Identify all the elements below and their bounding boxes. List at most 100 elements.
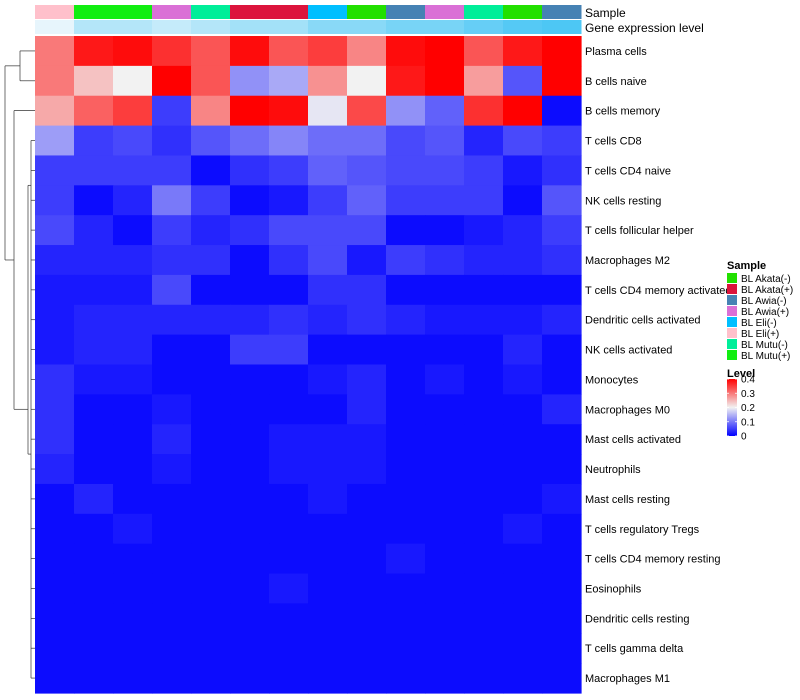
heatmap-cell — [386, 454, 426, 485]
level-tick-label: 0.3 — [741, 389, 755, 400]
heatmap-cell — [464, 245, 504, 276]
heatmap-cell — [35, 304, 75, 336]
heatmap-cell — [542, 633, 582, 664]
heatmap-cell — [542, 245, 582, 276]
heatmap-cell — [35, 633, 75, 664]
heatmap-cell — [35, 215, 75, 246]
heatmap-cell — [386, 36, 426, 67]
heatmap-cell — [269, 155, 309, 186]
row-label: Macrophages M2 — [585, 255, 670, 267]
heatmap-cell — [113, 274, 153, 306]
sample-legend-label: BL Eli(+) — [741, 329, 779, 340]
heatmap-cell — [464, 65, 504, 97]
expression-annotation-cell — [425, 20, 465, 34]
heatmap-cell — [230, 573, 270, 605]
heatmap-cell — [503, 36, 543, 67]
row-labels: Plasma cells B cells naive B cells memory T… — [585, 46, 732, 685]
heatmap-cell — [74, 155, 114, 186]
heatmap-cell — [191, 125, 231, 157]
heatmap-cell — [347, 245, 387, 276]
heatmap-cell — [464, 513, 504, 545]
heatmap-cell — [308, 65, 348, 97]
heatmap-cell — [542, 454, 582, 485]
heatmap-cell — [113, 573, 153, 605]
heatmap-cell — [308, 364, 348, 395]
heatmap-cell — [308, 215, 348, 246]
heatmap-cell — [230, 125, 270, 157]
heatmap-cell — [308, 633, 348, 664]
sample-annotation-cell — [152, 5, 192, 19]
heatmap-cell — [308, 573, 348, 605]
heatmap-cell — [425, 155, 465, 186]
heatmap-cell — [464, 95, 504, 127]
expression-annotation-cell — [347, 20, 387, 34]
expression-annotation-cell — [542, 20, 582, 34]
heatmap-cell — [269, 95, 309, 127]
heatmap-cell — [503, 125, 543, 157]
heatmap-cell — [464, 36, 504, 67]
heatmap-cell — [308, 394, 348, 425]
heatmap-cell — [113, 424, 153, 455]
heatmap-cell — [425, 663, 465, 694]
expression-annotation-bar — [35, 20, 582, 34]
heatmap-cell — [230, 364, 270, 395]
heatmap-cell — [347, 334, 387, 366]
heatmap-cell — [191, 245, 231, 276]
heatmap-cell — [191, 483, 231, 515]
heatmap-cell — [152, 334, 192, 366]
heatmap-cell — [35, 245, 75, 276]
heatmap-cell — [230, 274, 270, 306]
row-label: NK cells activated — [585, 345, 672, 357]
heatmap-cell — [152, 573, 192, 605]
heatmap-cell — [74, 274, 114, 306]
heatmap-cell — [191, 454, 231, 485]
heatmap-cell — [503, 483, 543, 515]
heatmap-cell — [503, 215, 543, 246]
heatmap-cell — [347, 155, 387, 186]
heatmap-cell — [464, 454, 504, 485]
heatmap-cell — [74, 543, 114, 575]
heatmap-cell — [269, 573, 309, 605]
heatmap-cell — [464, 543, 504, 575]
heatmap-cell — [35, 364, 75, 395]
heatmap-cells — [35, 36, 582, 694]
expression-annotation-cell — [191, 20, 231, 34]
heatmap-cell — [503, 663, 543, 694]
heatmap-cell — [386, 185, 426, 216]
heatmap-cell — [464, 394, 504, 425]
heatmap-cell — [347, 663, 387, 694]
heatmap-cell — [503, 185, 543, 216]
row-label: T cells CD4 memory activated — [585, 285, 732, 297]
heatmap-cell — [152, 394, 192, 425]
sample-legend-title: Sample — [727, 260, 766, 272]
heatmap-cell — [386, 573, 426, 605]
heatmap-cell — [113, 155, 153, 186]
sample-legend-swatch — [727, 284, 737, 294]
row-label: Mast cells resting — [585, 494, 670, 506]
heatmap-cell — [230, 304, 270, 336]
heatmap-cell — [464, 603, 504, 634]
heatmap-cell — [113, 215, 153, 246]
heatmap-cell — [113, 394, 153, 425]
heatmap-cell — [269, 483, 309, 515]
heatmap-cell — [230, 543, 270, 575]
sample-annotation-cell — [308, 5, 348, 19]
heatmap-cell — [464, 424, 504, 455]
heatmap-cell — [503, 65, 543, 97]
heatmap-cell — [269, 424, 309, 455]
heatmap-cell — [191, 155, 231, 186]
expression-annotation-cell — [113, 20, 153, 34]
annotation-label-sample: Sample — [585, 6, 626, 20]
sample-annotation-bar — [35, 5, 582, 19]
heatmap-cell — [503, 155, 543, 186]
heatmap-cell — [386, 334, 426, 366]
heatmap-cell — [74, 573, 114, 605]
heatmap-cell — [425, 454, 465, 485]
heatmap-cell — [542, 513, 582, 545]
sample-legend-swatch — [727, 339, 737, 349]
heatmap-cell — [503, 245, 543, 276]
heatmap-cell — [386, 603, 426, 634]
heatmap-cell — [74, 95, 114, 127]
heatmap-cell — [113, 483, 153, 515]
heatmap-cell — [35, 424, 75, 455]
